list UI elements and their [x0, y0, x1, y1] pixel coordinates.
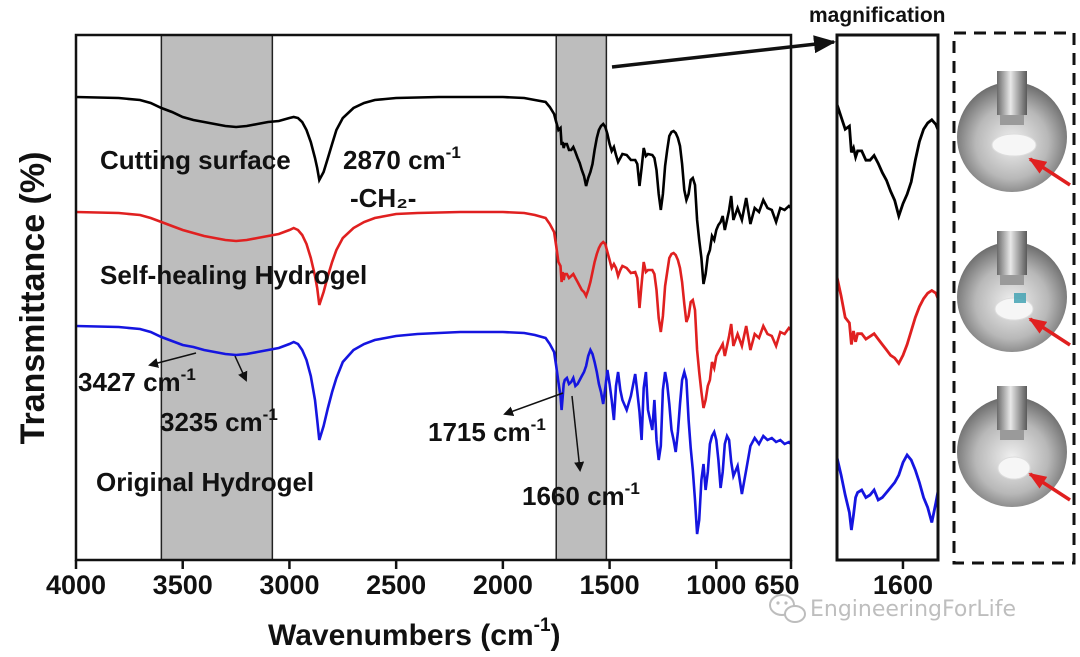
photo-panel-frame	[952, 31, 1076, 565]
series-line-original-hydrogel	[76, 324, 791, 535]
watermark-text: EngineeringForLife	[810, 597, 1016, 622]
x-tick-label: 3500	[153, 570, 213, 600]
x-tick-label: 2000	[473, 570, 533, 600]
red-arrow	[1028, 317, 1071, 347]
mag-series-line-cutting-surface	[837, 101, 938, 221]
arrow-1660	[571, 395, 585, 472]
shaded-region-oh	[160, 34, 274, 561]
y-axis-label: Transmittance (%)	[14, 152, 52, 445]
red-arrow	[1028, 157, 1071, 187]
arrow-1715	[503, 392, 564, 416]
annotation-3235: 3235 cm-1	[160, 405, 278, 437]
mag-frame	[835, 33, 940, 562]
magnification-arrow	[611, 35, 836, 69]
x-tick-label: 1000	[686, 570, 746, 600]
annotation-ch2: -CH₂-	[350, 183, 416, 213]
x-tick-label: 3000	[259, 570, 319, 600]
shaded-region-co	[555, 34, 608, 561]
x-tick-label: 1500	[580, 570, 640, 600]
annotation-1715: 1715 cm-1	[428, 415, 546, 447]
x-axis-ticks: 4000 3500 3000 2500 2000 1500 1000 650	[46, 560, 800, 600]
mag-series-line-self-healing-hydrogel	[837, 274, 938, 367]
x-axis-label: Wavenumbers (cm-1)	[268, 615, 561, 652]
annotation-1660: 1660 cm-1	[522, 479, 640, 511]
main-plot: 4000 3500 3000 2500 2000 1500 1000 650 Cutting …	[14, 33, 800, 652]
x-tick-label: 2500	[366, 570, 426, 600]
plot-frame	[74, 33, 793, 562]
annotation-3427: 3427 cm-1	[78, 365, 196, 397]
series-line-self-healing-hydrogel	[76, 210, 791, 409]
arrow-3427	[148, 352, 197, 368]
photo-panel	[952, 31, 1076, 565]
annotation-2870: 2870 cm-1	[343, 143, 461, 175]
curve-label-original: Original Hydrogel	[96, 467, 314, 497]
arrow-3235	[234, 355, 248, 382]
mag-x-axis-ticks: 1600	[873, 560, 933, 600]
curve-label-cutting-surface: Cutting surface	[100, 145, 291, 175]
magnification-plot: magnification 1600	[809, 4, 946, 600]
curve-label-self-healing: Self-healing Hydrogel	[100, 260, 367, 290]
series-line-cutting-surface	[76, 95, 791, 285]
wechat-icon	[769, 594, 806, 623]
red-arrow	[1028, 472, 1071, 502]
x-tick-label: 4000	[46, 570, 106, 600]
mag-x-tick-label: 1600	[873, 570, 933, 600]
mag-series-line-original-hydrogel	[837, 452, 938, 531]
watermark: EngineeringForLife	[769, 594, 1016, 623]
magnification-title: magnification	[809, 4, 946, 27]
